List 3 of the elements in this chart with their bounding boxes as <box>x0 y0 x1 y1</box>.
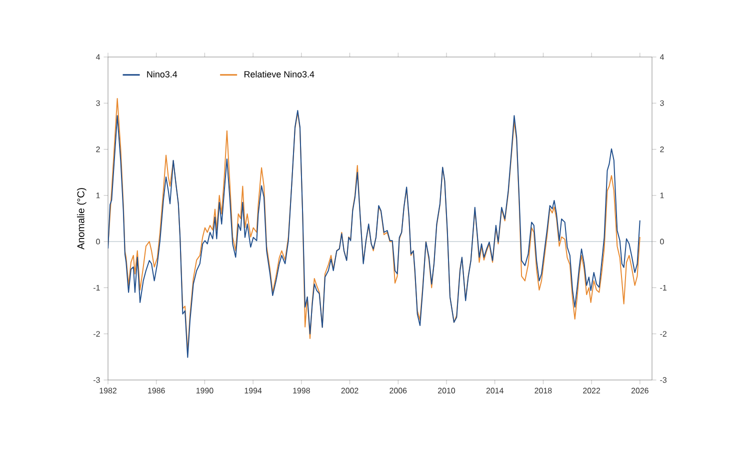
y-axis-title: Anomalie (°C) <box>77 188 86 250</box>
legend-label: Relatieve Nino3.4 <box>244 70 314 78</box>
legend-label: Nino3.4 <box>147 70 178 78</box>
